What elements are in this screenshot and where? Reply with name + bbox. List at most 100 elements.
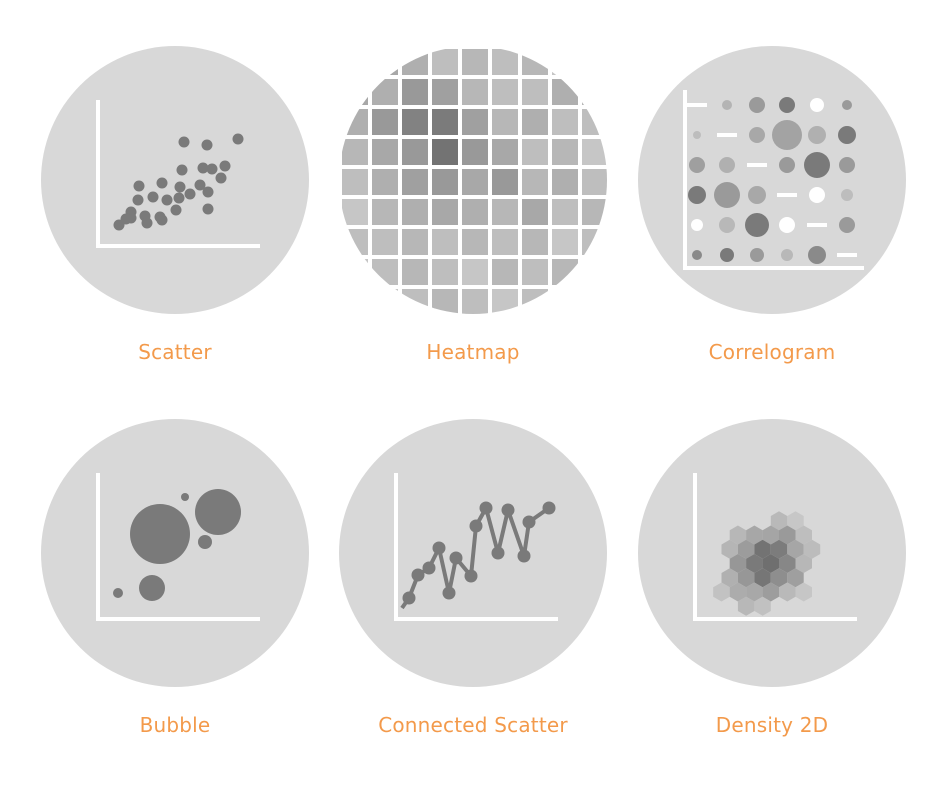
heatmap-cell [462,109,488,135]
correlogram-circle [719,217,735,233]
bubble-point [139,575,165,601]
chart-card-bubble[interactable]: Bubble [40,418,310,748]
heatmap-cell [582,109,607,135]
chart-card-heatmap[interactable]: Heatmap [338,45,608,375]
chart-card-density-2d[interactable]: Density 2D [637,418,907,748]
correlogram-circle [749,127,765,143]
heatmap-cell [552,79,578,105]
correlogram-circle [808,246,826,264]
heatmap-cell [342,169,368,195]
density-hex-cell [713,582,730,602]
heatmap-cell [372,289,398,314]
chart-card-connected-scatter[interactable]: Connected Scatter [338,418,608,748]
connected-point [422,561,436,575]
heatmap-cell [402,289,428,314]
density-hex-cell [721,539,738,559]
heatmap-cell [462,199,488,225]
heatmap-cell [342,199,368,225]
scatter-point [215,172,227,184]
heatmap-cell [522,259,548,285]
heatmap-cell [432,79,458,105]
density-hex-cell [754,539,771,559]
correlogram-circle [688,186,706,204]
correlogram-circle [841,189,853,201]
correlogram-circle [772,120,802,150]
heatmap-cell [492,109,518,135]
connected-scatter-icon [338,418,608,688]
heatmap-cell [432,259,458,285]
correlogram-circle [693,131,701,139]
density-hex-cell [754,596,771,616]
correlogram-circle [838,126,856,144]
heatmap-cell [492,49,518,75]
connected-point [442,586,456,600]
heatmap-cell [342,109,368,135]
chart-card-label: Density 2D [715,713,829,737]
heatmap-cell [582,199,607,225]
scatter-point [147,191,159,203]
heatmap-cell [492,259,518,285]
density-hex-cell [795,554,812,573]
bubble-point [198,535,212,549]
scatter-point [132,194,144,206]
correlogram-diagonal-mark [687,103,707,107]
correlogram-circle [779,97,795,113]
density-hex-cell [779,525,796,545]
scatter-point [201,139,213,151]
density-hex-cell [770,568,788,588]
heatmap-cell [522,199,548,225]
density-hex-cell [762,525,779,545]
heatmap-cell [372,169,398,195]
heatmap-cell [582,49,607,75]
scatter-point [173,192,185,204]
scatter-point [133,180,145,192]
density-hex-cell [746,525,763,545]
connected-point [479,501,493,515]
heatmap-cell [402,259,428,285]
correlogram-circle [809,187,825,203]
density-hex-cell [737,539,755,559]
scatter-point [184,188,196,200]
heatmap-cell [522,79,548,105]
scatter-point [197,162,209,174]
scatter-point [219,160,231,172]
heatmap-cell [372,259,398,285]
density-hex-cell [787,511,804,531]
heatmap-cell [402,79,428,105]
correlogram-circle [779,157,795,173]
chart-card-label: Connected Scatter [378,713,568,737]
heatmap-cell [552,199,578,225]
correlogram-circle [748,186,766,204]
correlogram-diagonal-mark [837,253,857,257]
chart-card-label: Heatmap [426,340,520,364]
heatmap-cell [552,49,578,75]
correlogram-circle [808,126,826,144]
heatmap-cell [402,169,428,195]
correlogram-circle [692,250,702,260]
density-hex-cell [779,582,796,602]
heatmap-cell [492,79,518,105]
chart-card-correlogram[interactable]: Correlogram [637,45,907,375]
density-hex-cell [795,582,812,602]
correlogram-circle [804,152,830,178]
chart-card-scatter[interactable]: Scatter [40,45,310,375]
scatter-point [174,181,186,193]
bubble-chart-icon [40,418,310,688]
density-hex-cell [770,539,788,559]
bubble-point [130,504,190,564]
heatmap-cell [432,169,458,195]
correlogram-icon [637,45,907,315]
density-hex-cell [729,525,747,545]
heatmap-cell [552,169,578,195]
heatmap-cell [552,259,578,285]
heatmap-cell [522,49,548,75]
correlogram-diagonal-mark [777,193,797,197]
heatmap-cell [372,49,398,75]
connected-point [449,551,463,565]
scatter-point [194,179,206,191]
heatmap-cell [432,229,458,255]
correlogram-circle [779,217,795,233]
density-hex-cell [762,582,779,602]
correlogram-circle [842,100,852,110]
heatmap-cell [342,259,368,285]
